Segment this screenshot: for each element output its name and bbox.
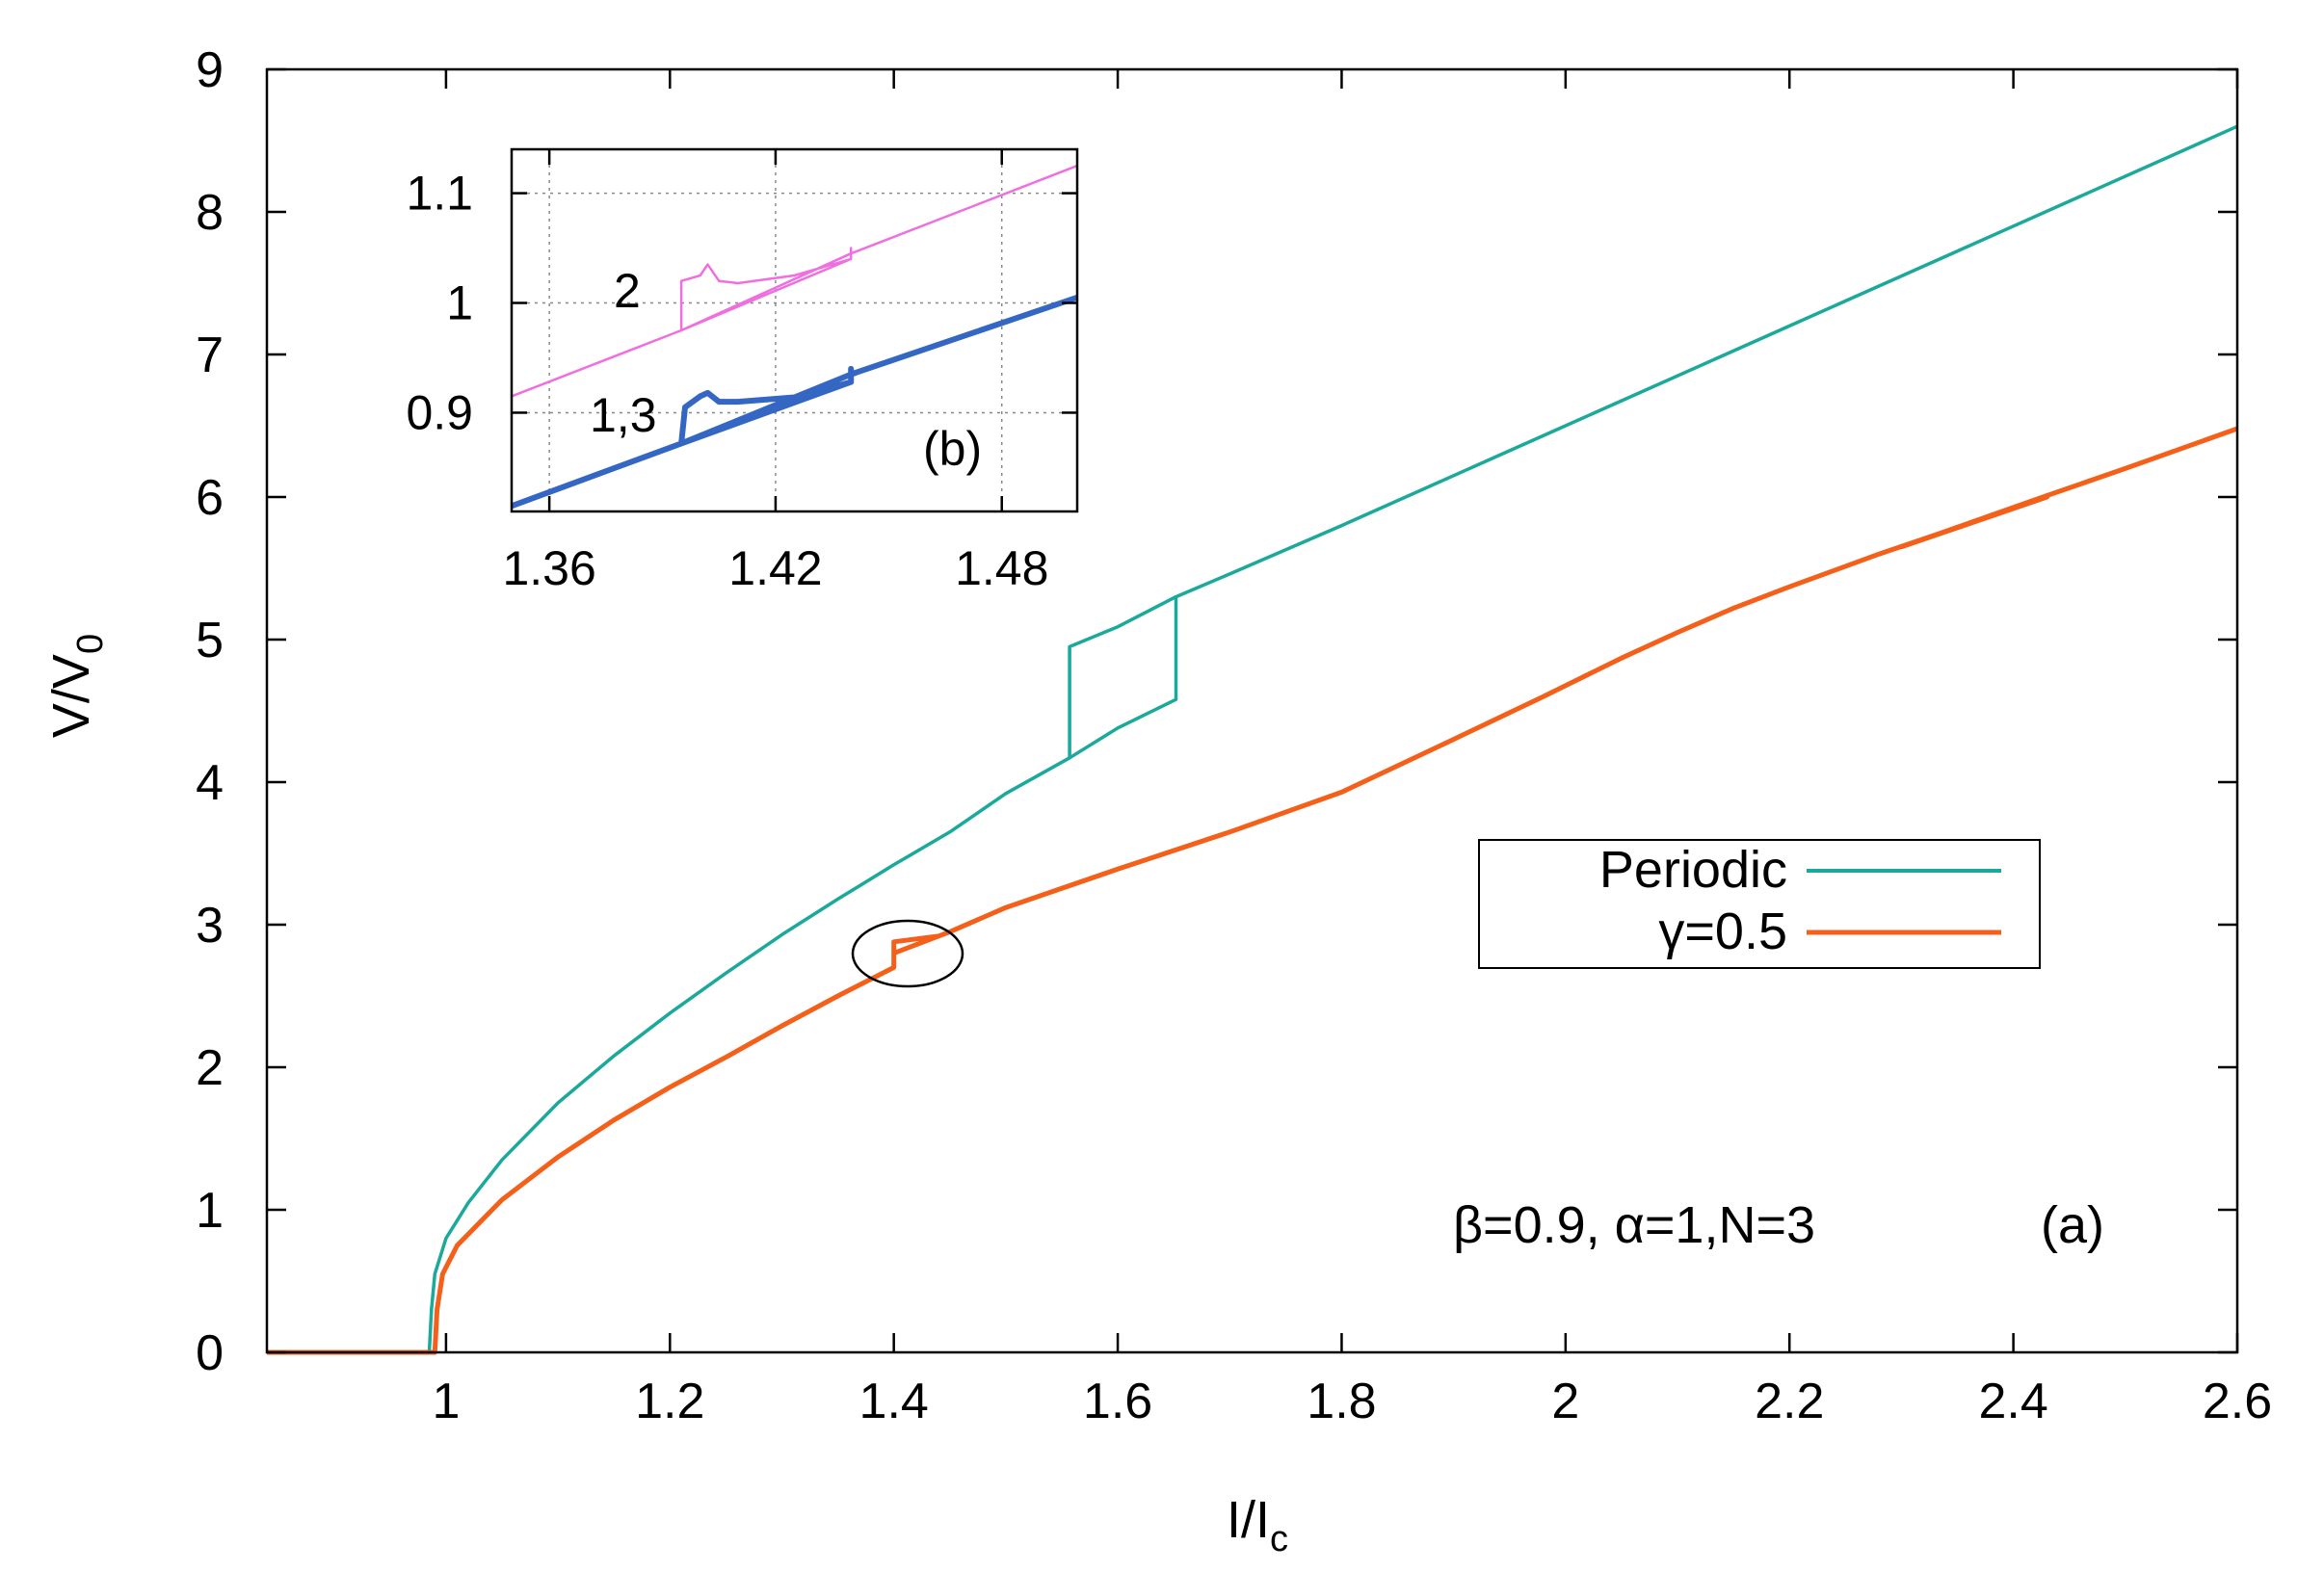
inset-x-ticks: 1.36 1.42 1.48 <box>502 149 1048 595</box>
series-line-2 <box>510 294 1078 510</box>
inset-grid <box>512 149 1077 511</box>
y-tick-label: 7 <box>196 327 224 383</box>
legend-box <box>1478 839 2041 969</box>
x-tick-label: 1.36 <box>502 541 595 595</box>
x-tick-label: 2.6 <box>2203 1374 2272 1429</box>
legend: Periodic γ=0.5 <box>1478 839 2041 969</box>
y-tick-label: 6 <box>196 470 224 526</box>
y-axis-title: V/V0 <box>42 634 111 738</box>
y-tick-label: 8 <box>196 185 224 241</box>
curve-label-1-3: 1,3 <box>590 388 657 442</box>
x-tick-label: 1.42 <box>728 541 822 595</box>
inset-y-ticks: 0.9 1 1.1 <box>406 167 1077 439</box>
x-tick-label: 2 <box>1551 1374 1579 1429</box>
x-tick-label: 2.2 <box>1755 1374 1824 1429</box>
parameter-annotation: β=0.9, α=1,N=3 <box>1453 1196 1815 1254</box>
legend-label-periodic: Periodic <box>1599 841 1787 899</box>
y-tick-label: 1 <box>446 276 473 330</box>
curve-label-2: 2 <box>614 264 641 318</box>
x-axis-title-sub: c <box>1270 1519 1288 1559</box>
panel-label-a: (a) <box>2041 1196 2104 1254</box>
main-x-ticks: 1 1.2 1.4 1.6 1.8 2 2.2 2.4 2.6 <box>432 69 2272 1429</box>
y-axis-title-sub: 0 <box>70 634 111 654</box>
y-tick-label: 1.1 <box>406 167 473 221</box>
x-tick-label: 1.6 <box>1083 1374 1152 1429</box>
series-line-1 <box>511 164 1078 398</box>
y-tick-label: 5 <box>196 613 224 668</box>
series-line-1 <box>267 124 2238 1354</box>
x-tick-label: 1.48 <box>955 541 1048 595</box>
inset-plot-frame <box>510 147 1079 513</box>
legend-label-gamma: γ=0.5 <box>1658 903 1787 960</box>
y-tick-label: 1 <box>196 1183 224 1239</box>
x-tick-label: 1.8 <box>1307 1374 1376 1429</box>
y-tick-label: 0.9 <box>406 385 473 439</box>
x-tick-label: 2.4 <box>1978 1374 2047 1429</box>
y-axis-title-main: V/V <box>42 654 100 738</box>
y-tick-label: 0 <box>196 1325 224 1381</box>
x-tick-label: 1 <box>432 1374 460 1429</box>
y-tick-label: 3 <box>196 898 224 954</box>
x-axis-title-main: I/I <box>1227 1491 1270 1549</box>
x-tick-label: 1.2 <box>635 1374 704 1429</box>
inset-plot: 1.36 1.42 1.48 0.9 1 1.1 2 1,3 (b) <box>406 147 1079 595</box>
x-tick-label: 1.4 <box>859 1374 929 1429</box>
panel-label-b: (b) <box>923 422 982 476</box>
inset-curves <box>510 164 1078 510</box>
y-tick-label: 4 <box>196 755 224 811</box>
main-y-ticks: 0 1 2 3 4 5 6 7 8 9 <box>196 42 2237 1381</box>
y-tick-label: 9 <box>196 42 224 98</box>
main-plot-frame <box>265 67 2239 1354</box>
y-tick-label: 2 <box>196 1040 224 1096</box>
inset-highlight-ellipse <box>851 919 964 988</box>
inset-background <box>512 149 1077 511</box>
x-axis-title: I/Ic <box>1227 1491 1288 1559</box>
